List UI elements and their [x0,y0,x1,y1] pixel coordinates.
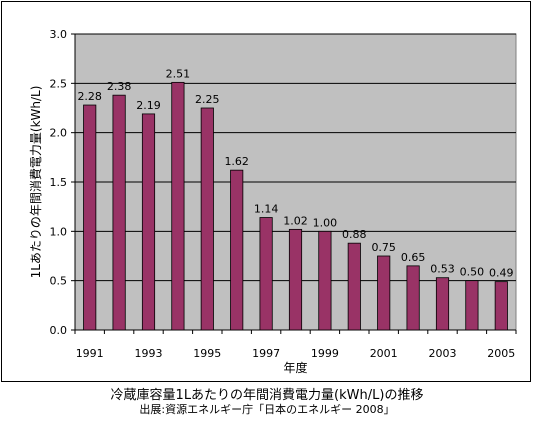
data-label: 0.75 [371,241,396,254]
y-tick-label: 2.0 [50,127,68,140]
data-label: 0.88 [342,228,367,241]
x-tick-label: 1997 [252,347,280,360]
bar [435,277,450,331]
bar [171,81,185,331]
y-tick-label: 1.0 [50,225,68,238]
bar [83,104,97,331]
bar-chart: 0.0 0.5 1.0 1.5 2.0 2.5 3.0 2.28 2.38 2.19 2.51 2.2… [28,28,517,375]
y-tick-label: 3.0 [50,28,68,41]
data-label: 0.65 [401,251,426,264]
data-label: 2.38 [107,80,132,93]
caption-source: 出展:資源エネルギー庁「日本のエネルギー 2008」 [139,403,395,416]
bar [141,113,156,331]
data-label: 2.28 [77,90,102,103]
x-axis-label: 年度 [283,360,307,375]
chart-frame: 0.0 0.5 1.0 1.5 2.0 2.5 3.0 2.28 2.38 2.19 2.51 2.2… [1,1,531,382]
x-tick-label: 1993 [135,347,163,360]
x-tick-label: 1991 [76,347,104,360]
y-tick-label: 1.5 [50,176,68,189]
bar [230,169,244,331]
x-tick-label: 1999 [311,347,339,360]
bar [347,242,361,331]
x-tick-label: 2005 [487,347,515,360]
data-label: 1.14 [254,203,279,216]
bar [377,255,391,331]
bar [259,217,273,331]
data-label: 2.25 [195,93,220,106]
data-label: 0.53 [430,263,455,276]
data-label: 1.00 [313,216,338,229]
data-label: 2.19 [136,99,161,112]
data-label: 0.49 [489,267,514,280]
bar [465,280,479,331]
y-axis-label: 1Lあたりの年間消費電力量(kWh/L) [28,86,43,279]
data-label: 1.02 [283,214,308,227]
y-tick-label: 0.0 [50,324,68,337]
x-tick-label: 2003 [429,347,457,360]
x-tick-label: 1995 [193,347,221,360]
y-tick-label: 2.5 [50,77,68,90]
y-tick-label: 0.5 [50,275,68,288]
x-tick-label: 2001 [370,347,398,360]
caption-title: 冷蔵庫容量1Lあたりの年間消費電力量(kWh/L)の推移 [110,388,424,403]
data-label: 2.51 [166,67,191,80]
bar [406,265,420,331]
data-label: 1.62 [224,155,249,168]
bar [288,228,303,331]
bar [112,94,126,331]
bar [494,281,508,331]
bar [200,107,214,331]
bar [318,230,332,331]
data-label: 0.50 [460,266,485,279]
